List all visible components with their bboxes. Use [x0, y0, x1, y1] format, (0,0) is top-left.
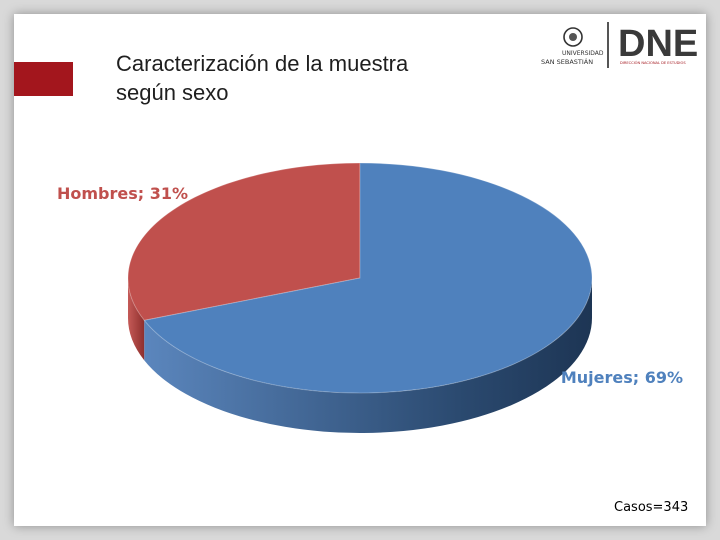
pie-slice-hombres — [127, 162, 361, 321]
logos: UNIVERSIDAD SAN SEBASTIÁN DNE DIRECCIÓN … — [541, 22, 698, 68]
university-logo: UNIVERSIDAD SAN SEBASTIÁN — [541, 27, 604, 66]
pie-labels: Hombres; 31% Mujeres; 69% — [57, 184, 683, 387]
cases-note: Casos=343 — [614, 500, 689, 515]
dne-logo-text: DNE — [618, 23, 698, 65]
title-line-2: según sexo — [116, 80, 229, 105]
pie-side-mujeres — [144, 278, 592, 433]
pie-label-hombres: Hombres; 31% — [57, 184, 188, 203]
dne-subtitle: DIRECCIÓN NACIONAL DE ESTUDIOS — [620, 60, 686, 65]
logo-divider — [607, 22, 609, 68]
pie-slice-mujeres — [143, 162, 593, 394]
title-line-1: Caracterización de la muestra — [116, 51, 409, 76]
university-name-line2: SAN SEBASTIÁN — [541, 57, 593, 66]
dne-logo: DNE DIRECCIÓN NACIONAL DE ESTUDIOS — [618, 23, 698, 65]
pie-sides — [128, 278, 592, 433]
university-name-line1: UNIVERSIDAD — [562, 50, 604, 57]
slide-title: Caracterización de la muestra según sexo — [116, 49, 536, 107]
accent-bar — [14, 62, 73, 96]
pie-side-hombres — [128, 278, 145, 361]
pie-label-mujeres: Mujeres; 69% — [561, 368, 683, 387]
pie-slices — [127, 162, 593, 394]
university-seal-icon — [563, 27, 583, 47]
